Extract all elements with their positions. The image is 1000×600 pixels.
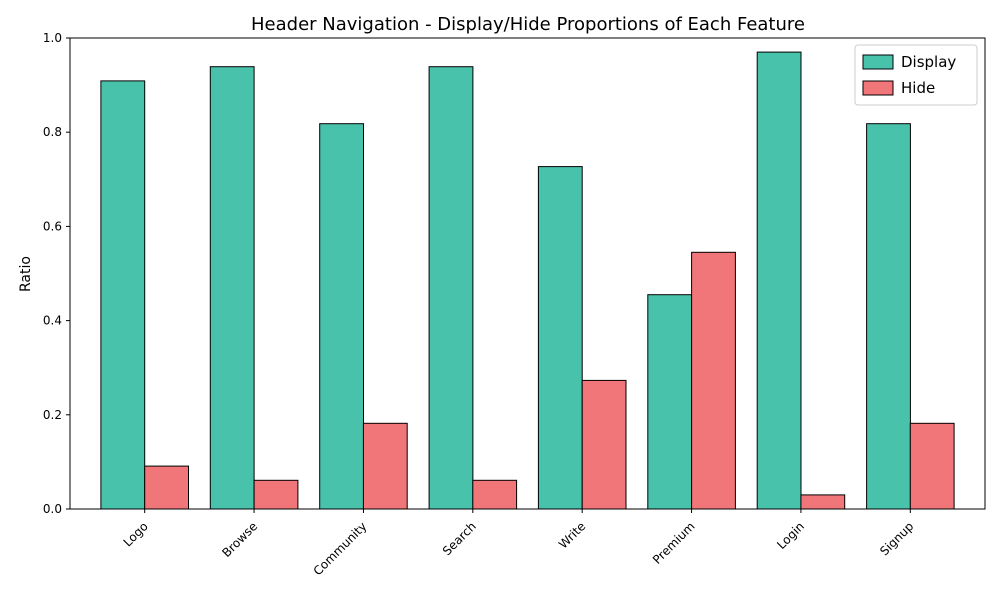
bar-hide-logo [144,465,189,510]
x-tick-label-signup: Signup [877,519,916,558]
bar-display-logo [100,80,146,510]
x-tick-label-search: Search [440,519,479,558]
bar-display-premium [647,294,693,510]
legend: Display Hide [854,44,978,106]
chart-title: Header Navigation - Display/Hide Proport… [251,14,805,35]
y-axis-label: Ratio [18,256,34,292]
bar-hide-premium [691,251,736,510]
y-tick-label: 0.0 [43,502,62,516]
y-tick-label: 0.8 [43,125,62,139]
y-tick-label: 0.4 [43,314,62,328]
bar-hide-browse [253,479,299,510]
y-tick-label: 1.0 [43,31,62,45]
bar-display-browse [209,66,255,510]
bar-display-write [537,166,583,510]
bar-hide-search [472,479,518,510]
bar-hide-signup [909,422,955,510]
bar-hide-community [362,422,408,510]
y-tick-label: 0.6 [43,219,62,233]
bar-display-community [319,123,365,510]
legend-swatch-display [862,54,894,70]
bar-hide-login [800,494,846,510]
bar-display-login [756,51,802,510]
x-tick-label-logo: Logo [121,519,151,549]
legend-label-hide: Hide [901,79,935,97]
x-tick-label-community: Community [311,519,370,578]
x-tick-label-premium: Premium [650,519,698,567]
bar-display-search [428,66,474,510]
bar-display-signup [866,123,911,510]
legend-label-display: Display [901,53,956,71]
x-tick-label-login: Login [774,519,807,552]
plot-frame [69,37,986,510]
x-tick-label-write: Write [556,519,588,551]
x-tick-label-browse: Browse [219,519,260,560]
bar-hide-write [581,379,627,510]
y-tick-label: 0.2 [43,408,62,422]
legend-swatch-hide [862,80,894,96]
bars-layer [100,51,955,510]
